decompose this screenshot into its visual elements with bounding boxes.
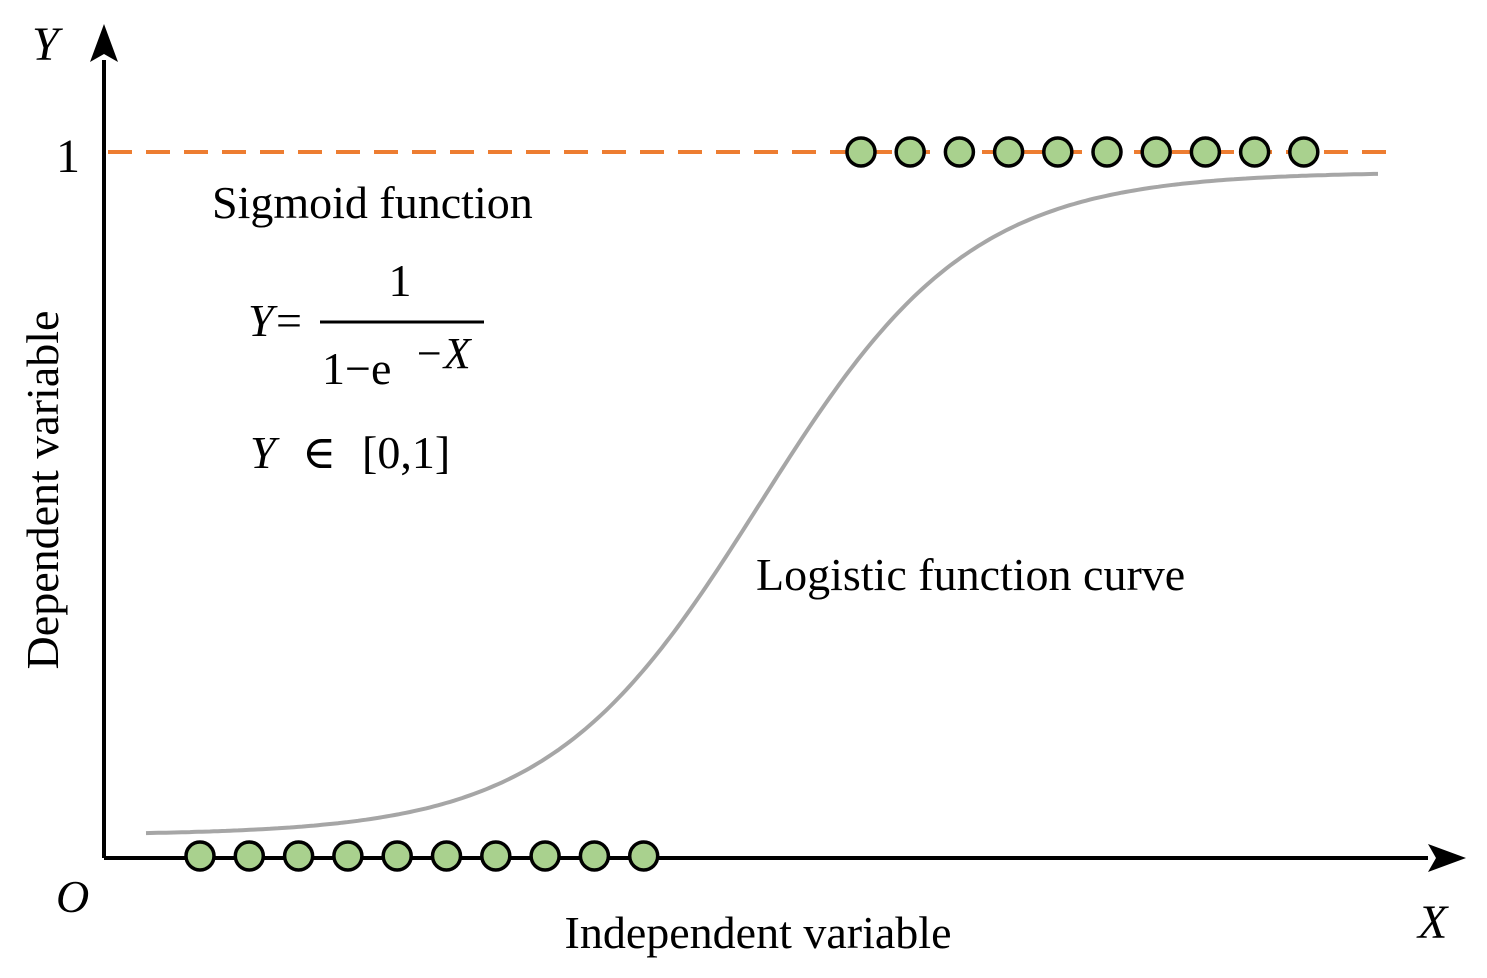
lower-data-point: [480, 840, 512, 872]
formula-lhs: Y: [248, 295, 278, 346]
lower-points-group: [184, 840, 660, 872]
upper-data-point: [1189, 136, 1222, 168]
lower-data-point: [282, 840, 315, 872]
upper-data-point: [894, 136, 926, 168]
lower-data-point: [430, 840, 463, 872]
formula-range-symbol: ∈: [302, 427, 336, 478]
upper-data-point: [1091, 136, 1123, 168]
lower-data-point: [332, 840, 364, 872]
origin-symbol: O: [56, 871, 89, 922]
upper-data-point: [992, 136, 1025, 168]
formula-exponent: −X: [414, 329, 473, 378]
y-axis-symbol: Y: [32, 18, 63, 71]
formula-numerator: 1: [389, 255, 412, 306]
lower-data-point: [529, 840, 561, 872]
upper-data-point: [1238, 136, 1271, 168]
formula-range-var: Y: [250, 427, 280, 478]
sigmoid-formula: Y = 1 1−e −X Y ∈ [0,1]: [248, 255, 484, 478]
upper-data-point: [1288, 136, 1320, 168]
x-axis-title: Independent variable: [565, 907, 952, 958]
lower-data-point: [233, 840, 266, 872]
x-axis-symbol: X: [1416, 896, 1449, 949]
lower-data-point: [184, 840, 216, 872]
logistic-curve: [145, 171, 1378, 836]
formula-equals: =: [276, 295, 302, 346]
x-axis-arrowhead: [1428, 844, 1466, 872]
lower-data-point: [627, 840, 660, 872]
formula-denominator-one: 1−e: [322, 343, 391, 394]
y-tick-one-label: 1: [56, 130, 80, 183]
curve-label: Logistic function curve: [756, 549, 1185, 600]
lower-data-point: [381, 840, 413, 872]
lower-data-point: [578, 840, 611, 872]
y-axis-title: Dependent variable: [17, 311, 68, 670]
upper-data-point: [845, 136, 877, 168]
upper-data-point: [943, 136, 976, 168]
upper-data-point: [1140, 136, 1172, 168]
y-axis-arrowhead: [90, 24, 118, 62]
sigmoid-title: Sigmoid function: [212, 177, 533, 228]
upper-data-point: [1042, 136, 1074, 168]
formula-range-interval: [0,1]: [362, 427, 450, 478]
formula-denominator: 1−e: [322, 343, 391, 394]
upper-points-group: [845, 136, 1320, 168]
